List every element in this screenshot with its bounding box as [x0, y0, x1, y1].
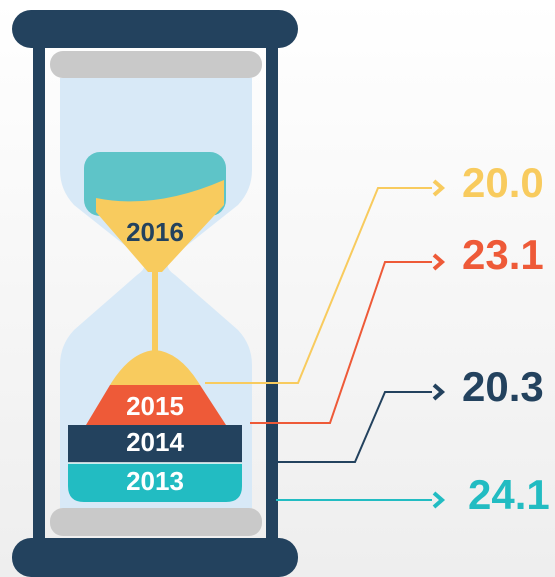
value-label: 20.0	[462, 159, 544, 206]
top-bar	[12, 10, 298, 48]
layer-2014	[68, 425, 242, 463]
top-sand-yellow	[96, 180, 224, 272]
left-post	[33, 40, 45, 545]
year-label: 2015	[126, 391, 184, 421]
bottom-bar	[12, 538, 298, 577]
year-label: 2016	[126, 217, 184, 247]
connector	[276, 391, 432, 463]
right-post	[266, 40, 278, 545]
year-label: 2013	[126, 466, 184, 496]
connector	[250, 261, 432, 424]
connector	[205, 187, 432, 384]
sand-stream	[152, 268, 158, 354]
arrow-head	[432, 383, 446, 401]
pile-2016	[110, 350, 200, 385]
value-label: 24.1	[468, 471, 550, 518]
top-cap	[50, 51, 262, 78]
arrows	[432, 179, 446, 509]
value-label: 20.3	[462, 363, 544, 410]
arrow-head	[432, 491, 446, 509]
arrow-head	[432, 179, 446, 197]
value-label: 23.1	[462, 231, 544, 278]
bottom-cap	[50, 508, 262, 536]
layer-2015	[86, 385, 226, 425]
layer-2013	[68, 463, 242, 502]
arrow-head	[432, 253, 446, 271]
year-label: 2014	[126, 427, 184, 457]
